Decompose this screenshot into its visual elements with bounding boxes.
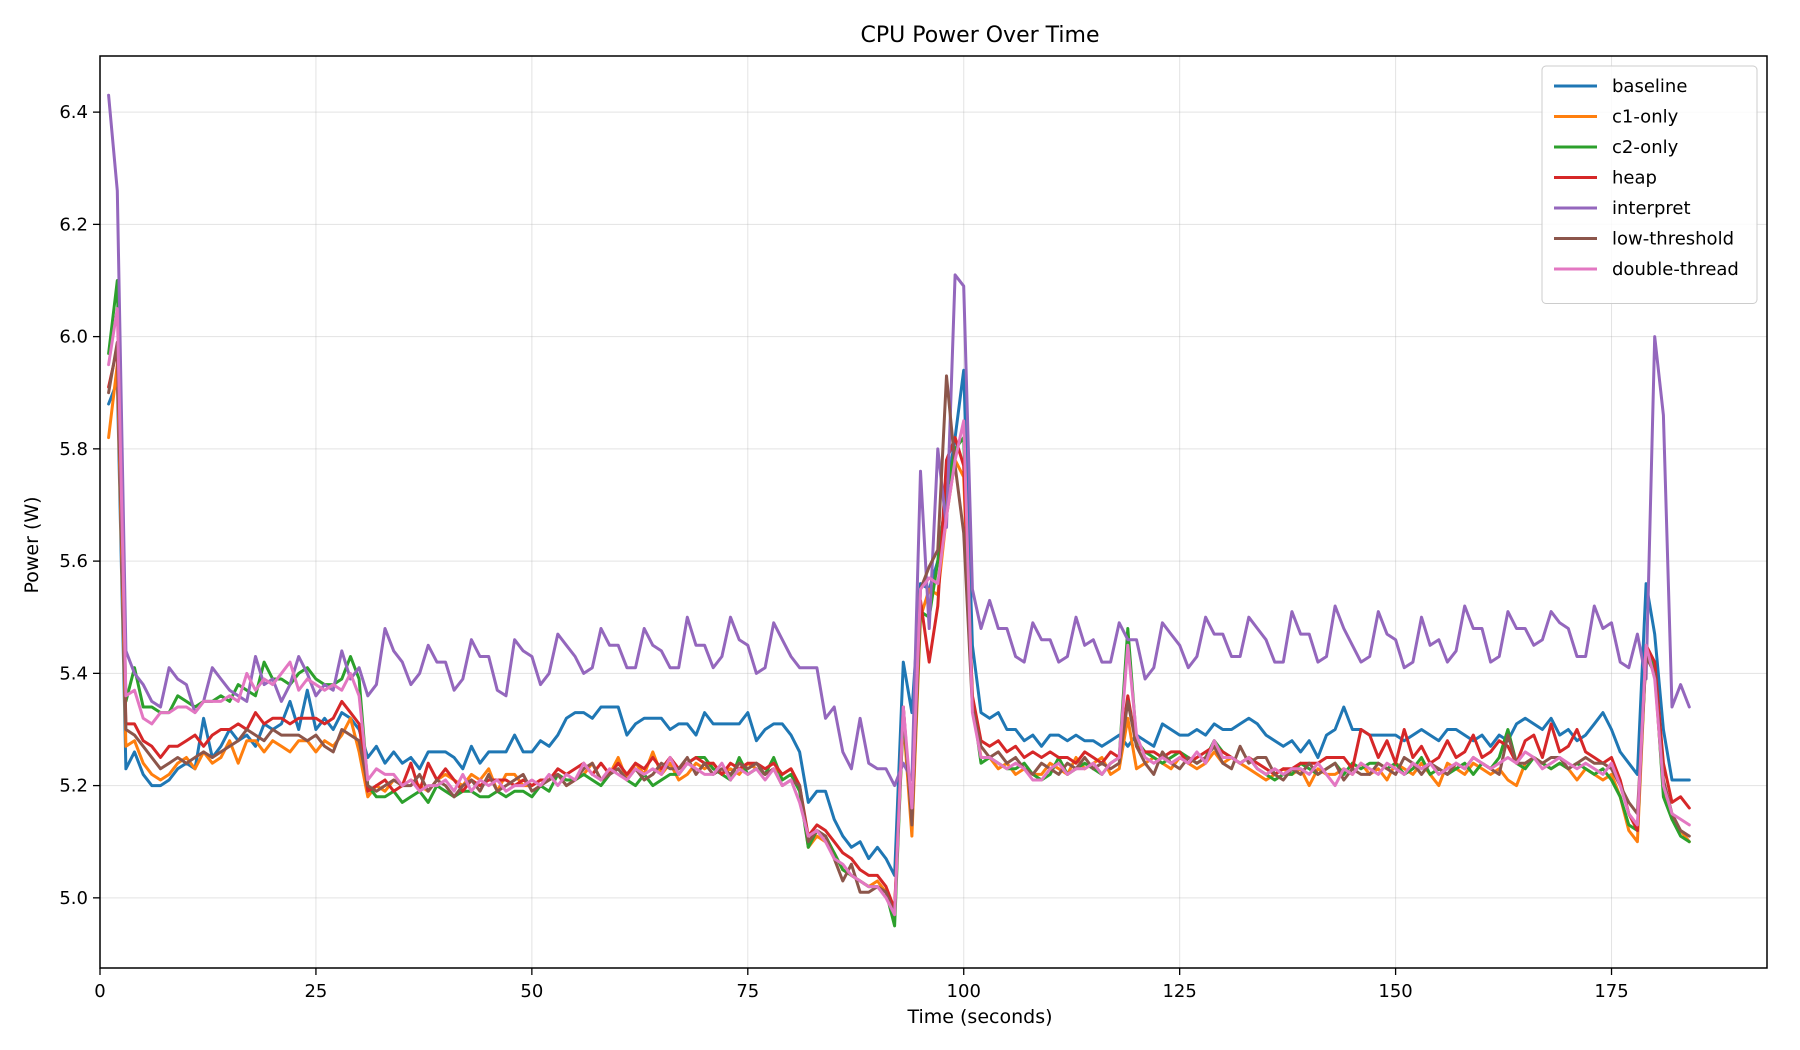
legend-label-double-thread: double-thread: [1612, 259, 1739, 280]
y-axis-label: Power (W): [21, 496, 43, 593]
y-tick-label: 5.8: [59, 439, 88, 460]
x-tick-label: 175: [1594, 981, 1628, 1002]
legend-label-interpret: interpret: [1612, 198, 1691, 219]
x-axis-label: Time (seconds): [906, 1006, 1052, 1028]
plot-frame: [99, 55, 1768, 969]
x-tick-label: 125: [1162, 981, 1196, 1002]
y-tick-label: 6.4: [59, 102, 88, 123]
x-tick-label: 150: [1378, 981, 1412, 1002]
legend-label-low-threshold: low-threshold: [1612, 229, 1734, 250]
y-tick-label: 5.4: [59, 663, 88, 684]
x-axis-ticks: 0 25 50 75 100 125 150 175: [94, 968, 1629, 1002]
y-tick-label: 5.6: [59, 551, 88, 572]
y-tick-label: 5.2: [59, 776, 88, 797]
y-tick-label: 6.2: [59, 214, 88, 235]
series-line-baseline: [107, 368, 1691, 877]
x-tick-label: 25: [304, 981, 327, 1002]
legend-label-heap: heap: [1612, 168, 1657, 189]
legend-label-c1-only: c1-only: [1612, 107, 1679, 128]
legend-label-c2-only: c2-only: [1612, 137, 1679, 158]
series-line-double-thread: [107, 307, 1691, 917]
chart-title: CPU Power Over Time: [861, 23, 1100, 48]
x-tick-label: 75: [736, 981, 759, 1002]
legend: baseline c1-only c2-only heap interpret low-t…: [1541, 65, 1758, 304]
x-tick-label: 100: [947, 981, 981, 1002]
y-tick-label: 5.0: [59, 888, 88, 909]
legend-label-baseline: baseline: [1612, 76, 1687, 97]
series-line-interpret: [107, 93, 1691, 788]
x-tick-label: 0: [94, 981, 105, 1002]
series-lines: [107, 93, 1691, 928]
y-tick-label: 6.0: [59, 327, 88, 348]
x-tick-label: 50: [520, 981, 543, 1002]
legend-box: [1541, 65, 1758, 304]
y-axis-ticks: 5.0 5.2 5.4 5.6 5.8 6.0 6.2 6.4: [59, 102, 100, 909]
